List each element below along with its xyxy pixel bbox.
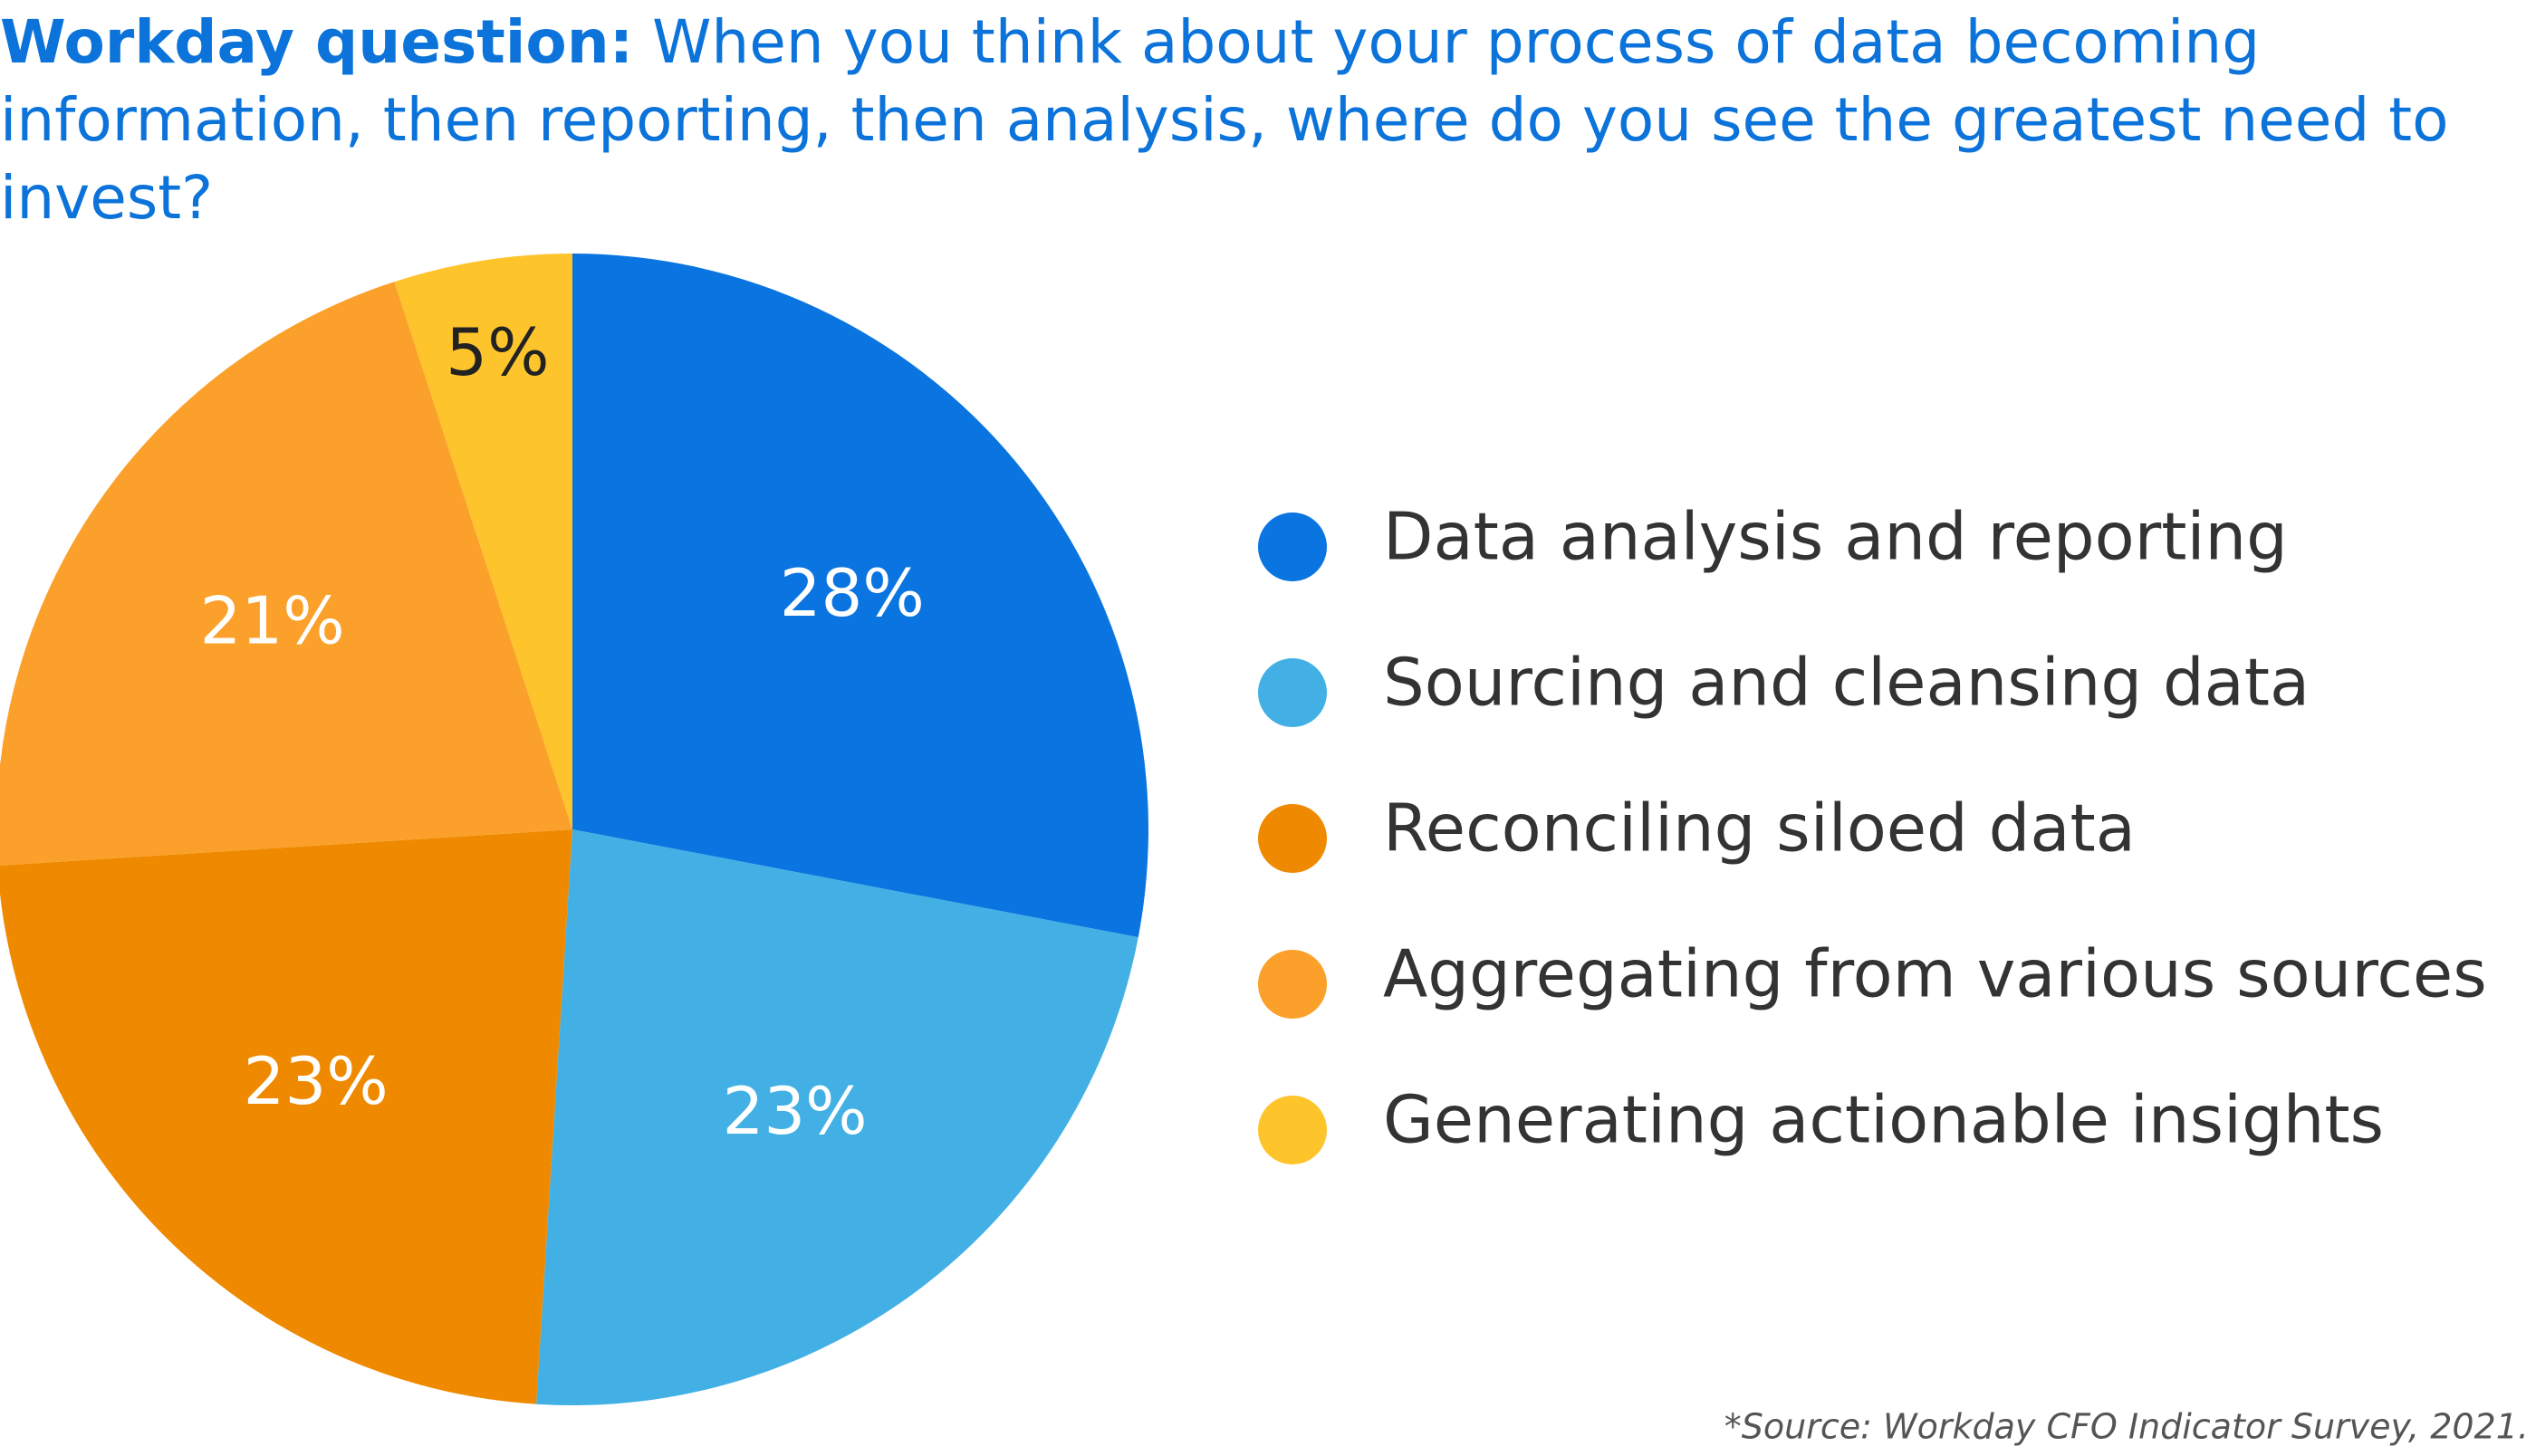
legend-label: Sourcing and cleansing data [1383, 645, 2310, 721]
chart-title: Workday question: When you think about y… [0, 4, 2500, 237]
legend-swatch [1258, 804, 1327, 873]
legend-swatch [1258, 1096, 1327, 1164]
pie-slice [0, 829, 572, 1404]
legend-label: Generating actionable insights [1383, 1082, 2384, 1158]
legend-label: Reconciling siloed data [1383, 790, 2136, 867]
value-label: 23% [244, 1043, 389, 1119]
pie-slice [0, 282, 572, 866]
pie-slice [572, 254, 1149, 938]
pie-slice [536, 829, 1138, 1405]
pie-slice [394, 254, 572, 829]
title-lead: Workday question: [0, 7, 634, 77]
value-label: 21% [200, 582, 345, 658]
legend-swatch [1258, 658, 1327, 727]
legend-label: Aggregating from various sources [1383, 936, 2487, 1012]
value-label: 23% [723, 1073, 868, 1149]
legend-swatch [1258, 950, 1327, 1019]
legend-swatch [1258, 512, 1327, 581]
value-label: 5% [446, 314, 549, 390]
legend-label: Data analysis and reporting [1383, 499, 2288, 575]
source-note: *Source: Workday CFO Indicator Survey, 2… [1724, 1407, 2529, 1447]
value-label: 28% [780, 555, 925, 631]
title-text: When you think about your process of dat… [0, 7, 2449, 233]
